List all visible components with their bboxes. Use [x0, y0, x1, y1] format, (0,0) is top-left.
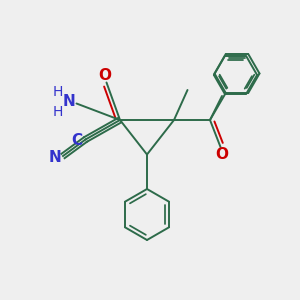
Text: H: H	[53, 105, 63, 119]
Text: O: O	[215, 147, 229, 162]
Text: H: H	[53, 85, 63, 99]
Text: C: C	[71, 133, 83, 148]
Text: N: N	[48, 150, 61, 165]
Text: O: O	[98, 68, 112, 83]
Text: N: N	[63, 94, 75, 110]
